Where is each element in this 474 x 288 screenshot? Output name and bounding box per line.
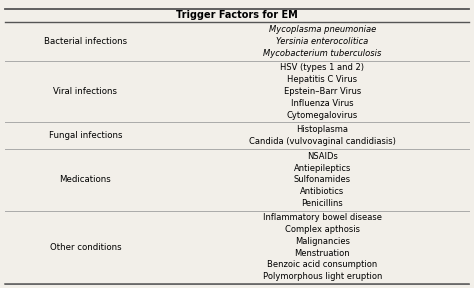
Text: Menstruation: Menstruation (294, 249, 350, 257)
Text: Inflammatory bowel disease: Inflammatory bowel disease (263, 213, 382, 222)
Text: Viral infections: Viral infections (53, 87, 118, 96)
Text: Fungal infections: Fungal infections (48, 131, 122, 140)
Text: Influenza Virus: Influenza Virus (291, 99, 354, 108)
Text: Other conditions: Other conditions (49, 243, 121, 252)
Text: Yersinia enterocolitica: Yersinia enterocolitica (276, 37, 368, 46)
Text: Antibiotics: Antibiotics (300, 187, 345, 196)
Text: Bacterial infections: Bacterial infections (44, 37, 127, 46)
Text: Hepatitis C Virus: Hepatitis C Virus (287, 75, 357, 84)
Text: Cytomegalovirus: Cytomegalovirus (287, 111, 358, 120)
Text: Histoplasma: Histoplasma (296, 125, 348, 134)
Text: Epstein–Barr Virus: Epstein–Barr Virus (284, 87, 361, 96)
Text: Trigger Factors for EM: Trigger Factors for EM (176, 10, 298, 20)
Text: Antiepileptics: Antiepileptics (293, 164, 351, 173)
Text: Candida (vulvovaginal candidiasis): Candida (vulvovaginal candidiasis) (249, 137, 396, 146)
Text: HSV (types 1 and 2): HSV (types 1 and 2) (280, 63, 365, 72)
Text: Medications: Medications (59, 175, 111, 184)
Text: Sulfonamides: Sulfonamides (294, 175, 351, 184)
Text: Benzoic acid consumption: Benzoic acid consumption (267, 260, 377, 269)
Text: Penicillins: Penicillins (301, 199, 343, 208)
Text: Mycoplasma pneumoniae: Mycoplasma pneumoniae (269, 25, 376, 34)
Text: Malignancies: Malignancies (295, 237, 350, 246)
Text: Polymorphous light eruption: Polymorphous light eruption (263, 272, 382, 281)
Text: Mycobacterium tuberculosis: Mycobacterium tuberculosis (263, 49, 382, 58)
Text: NSAIDs: NSAIDs (307, 152, 338, 161)
Text: Complex apthosis: Complex apthosis (285, 225, 360, 234)
